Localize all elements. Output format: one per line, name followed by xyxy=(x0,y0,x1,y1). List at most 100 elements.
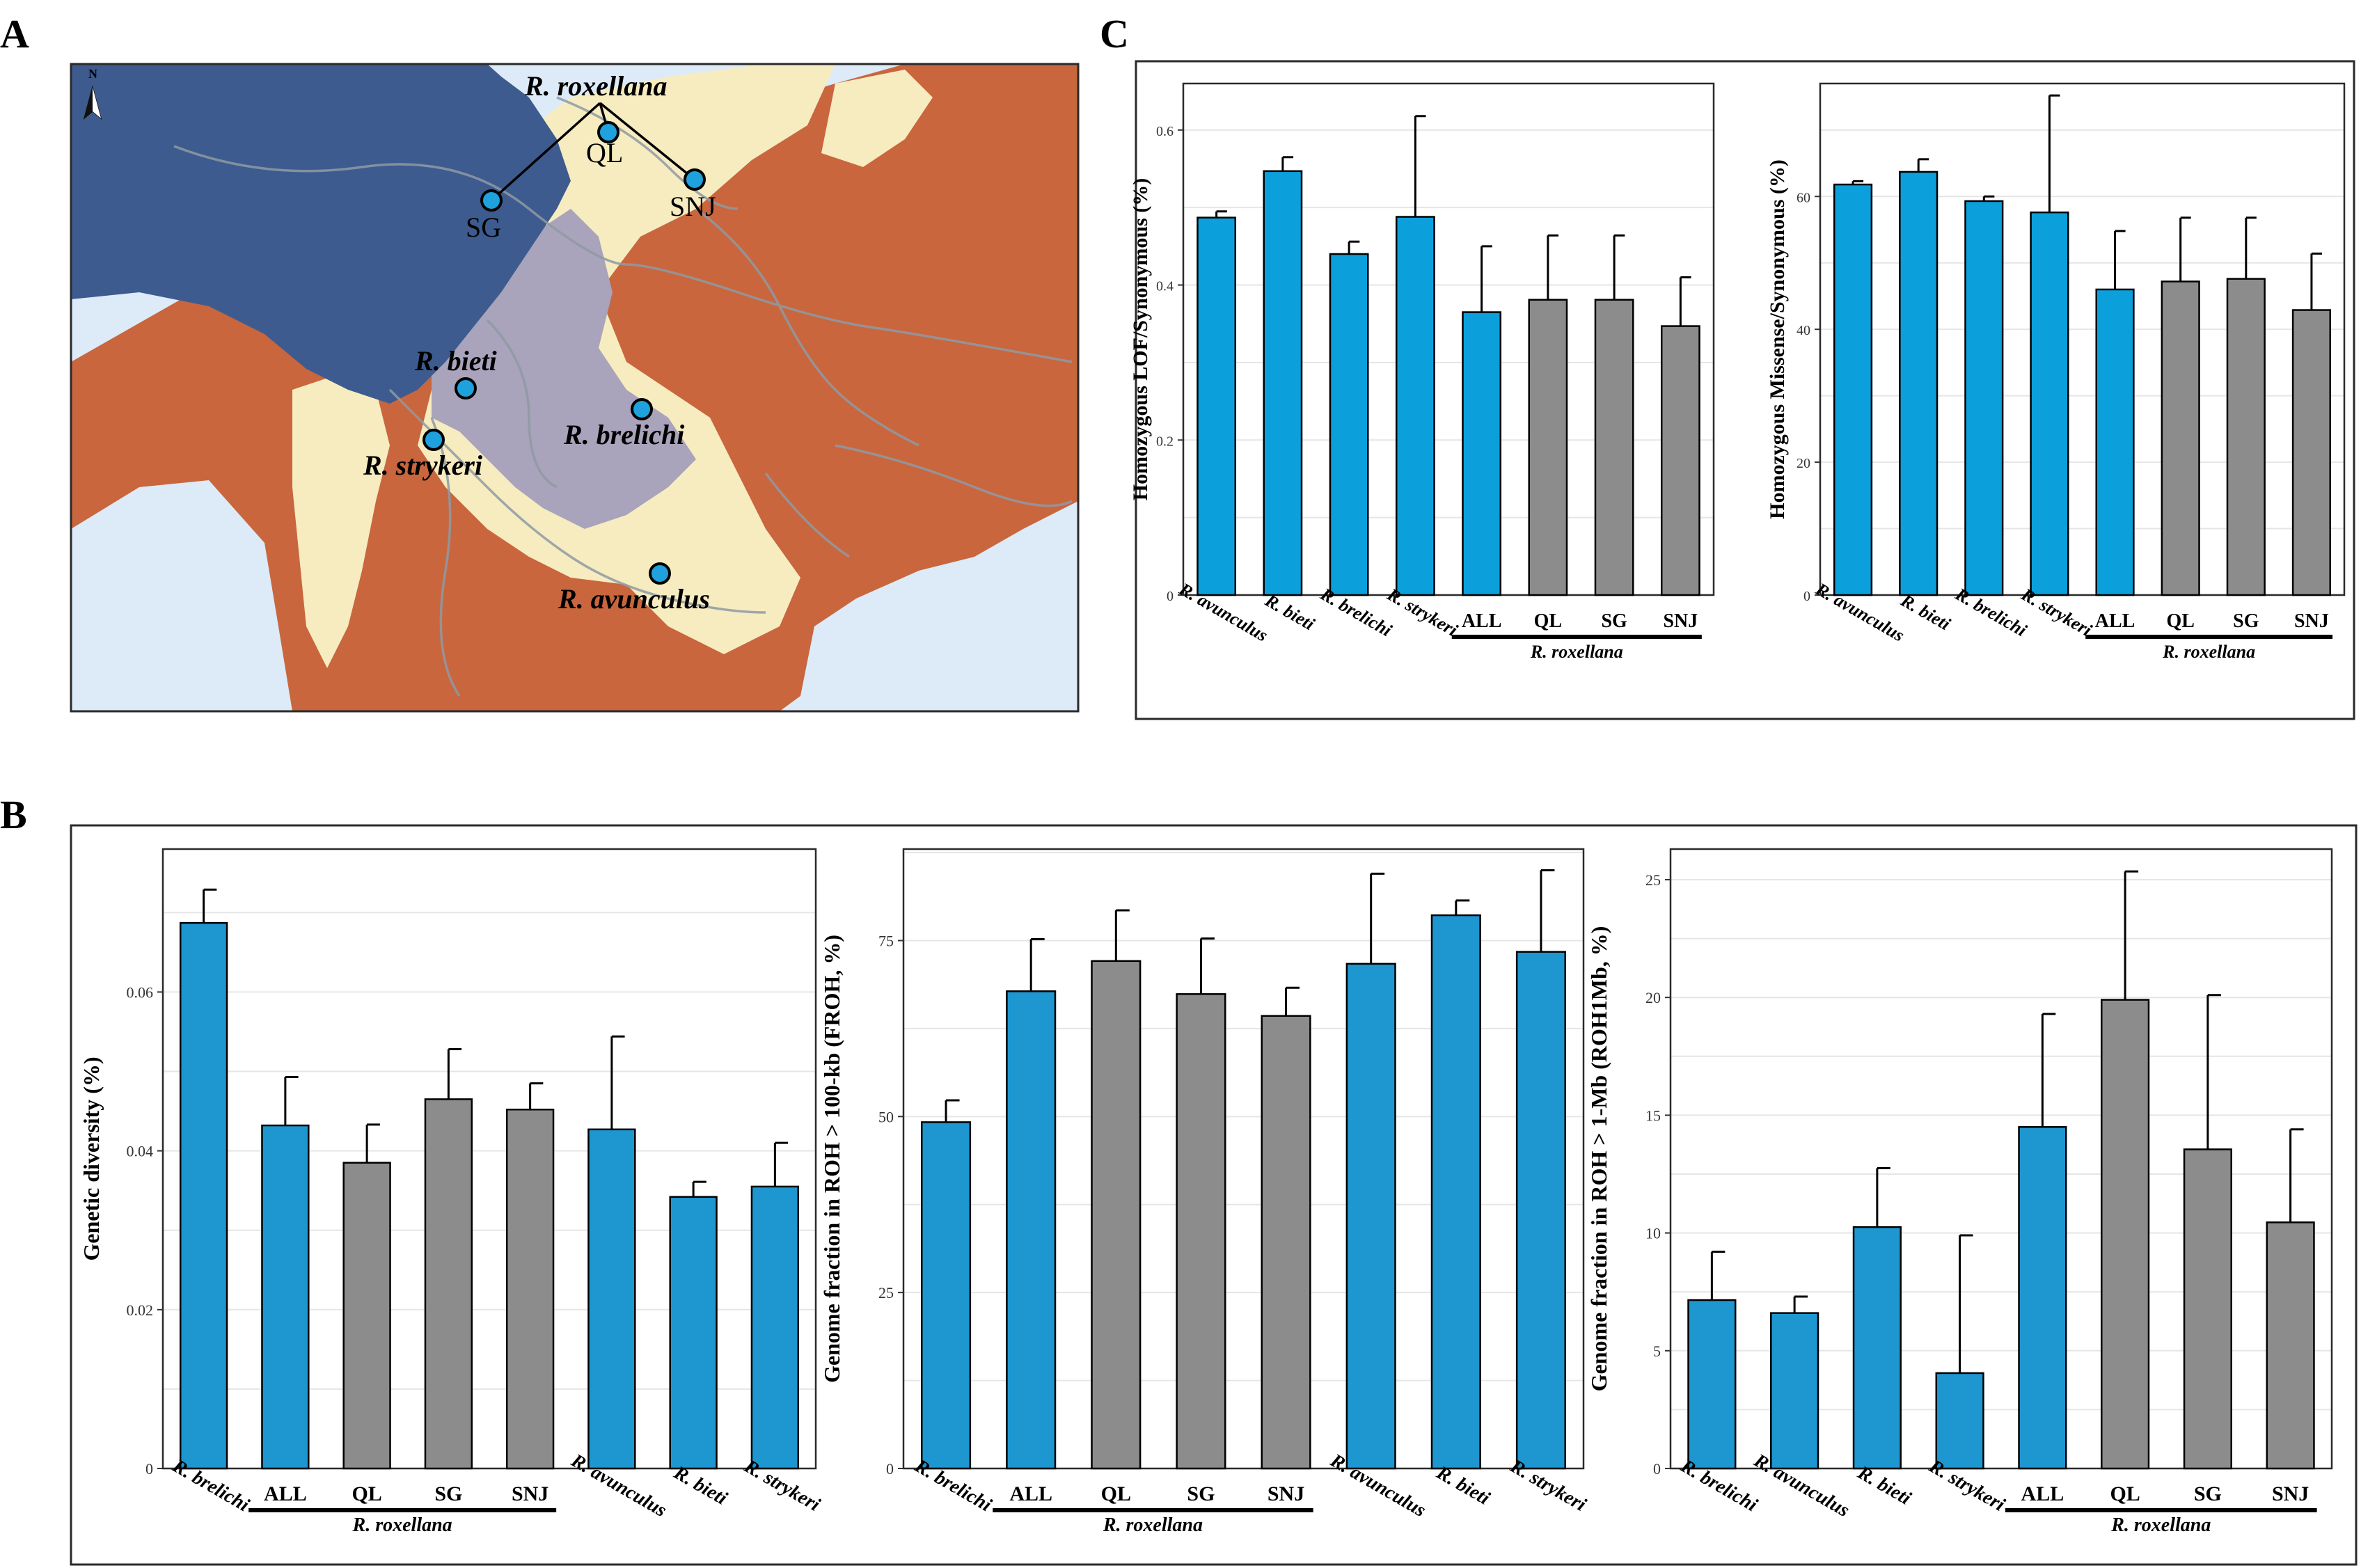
plot-frame xyxy=(1819,82,2346,596)
plot-frame xyxy=(902,848,1585,1470)
gridlines xyxy=(1671,878,2332,1469)
site-marker-sg xyxy=(480,189,503,212)
y-tick-label: 0 xyxy=(1653,1460,1661,1478)
bar xyxy=(2018,1126,2067,1470)
bar xyxy=(1770,1312,1819,1470)
species-label-strykeri: R. strykeri xyxy=(363,450,482,481)
map-frame xyxy=(70,63,1080,713)
bar xyxy=(1395,216,1435,596)
x-tick-label: SNJ xyxy=(2272,1482,2309,1505)
bar xyxy=(1899,171,1938,596)
y-tick-label: 25 xyxy=(878,1284,894,1301)
group-label: R. roxellana xyxy=(2110,1514,2211,1536)
y-tick-label: 20 xyxy=(1797,456,1810,471)
y-tick-label: 25 xyxy=(1645,871,1661,889)
bar xyxy=(1329,253,1369,596)
x-tick-label: QL xyxy=(1101,1482,1131,1505)
y-tick-label: 15 xyxy=(1645,1107,1661,1124)
plot-frame xyxy=(1669,848,2333,1470)
bar xyxy=(261,1124,310,1470)
map-rivers xyxy=(173,96,1073,697)
y-axis-label: Homozygous Missense/Synonymous (%) xyxy=(1766,159,1789,519)
group-label: R. roxellana xyxy=(2162,642,2255,662)
x-tick-label: SG xyxy=(2233,610,2259,632)
site-label-sg: SG xyxy=(466,212,501,243)
bar xyxy=(2226,278,2266,596)
group-label: R. roxellana xyxy=(1530,642,1623,662)
bar xyxy=(2095,288,2135,596)
x-tick-label: SG xyxy=(434,1482,462,1505)
y-axis-label: Genome fraction in ROH > 100-kb (FROH, %… xyxy=(819,935,844,1383)
bar xyxy=(1687,1299,1737,1470)
panel-label-b: B xyxy=(0,792,27,837)
species-label-avunculus: R. avunculus xyxy=(558,583,710,615)
x-tick-label: QL xyxy=(352,1482,381,1505)
bar xyxy=(750,1185,800,1470)
y-tick-label: 0 xyxy=(1167,589,1174,604)
bar xyxy=(2291,309,2332,596)
gridlines xyxy=(903,852,1584,1469)
bar xyxy=(2161,280,2200,596)
plot-frame xyxy=(161,848,817,1470)
x-tick-label: SNJ xyxy=(2294,610,2329,632)
y-tick-label: 0.06 xyxy=(127,983,154,1001)
map-panel: N QL SG SNJ R. roxellana R. bieti R. str… xyxy=(70,63,1080,713)
y-tick-label: 0 xyxy=(1803,589,1810,604)
site-marker-brelichi xyxy=(631,398,653,420)
bar xyxy=(1263,170,1303,596)
bar xyxy=(2101,999,2150,1470)
map-hills-east xyxy=(821,70,933,167)
panel-label-a: A xyxy=(0,11,29,56)
species-label-brelichi: R. brelichi xyxy=(563,419,684,450)
site-marker-strykeri xyxy=(423,429,445,451)
bar xyxy=(424,1098,473,1470)
bar xyxy=(505,1109,555,1470)
x-tick-label: SG xyxy=(2194,1482,2222,1505)
panel-label-c: C xyxy=(1100,11,1129,56)
y-tick-label: 60 xyxy=(1797,190,1810,205)
site-label-ql: QL xyxy=(586,137,623,168)
x-tick-label: ALL xyxy=(2095,610,2135,632)
site-marker-bieti xyxy=(455,377,477,399)
bar xyxy=(1515,951,1566,1470)
gridlines xyxy=(1820,129,2344,596)
x-tick-label: SNJ xyxy=(1268,1482,1304,1505)
bar xyxy=(587,1128,636,1470)
site-markers xyxy=(423,121,706,585)
group-label: R. roxellana xyxy=(1103,1514,1203,1536)
x-tick-label: ALL xyxy=(1462,610,1502,632)
bar xyxy=(1091,960,1142,1470)
bar xyxy=(1176,993,1226,1470)
chart-froh-100kb: 0 25 50 75 Genome fraction in ROH > 100-kb (… xyxy=(819,848,1590,1536)
plot-frame xyxy=(1182,82,1715,596)
x-tick-label: SG xyxy=(1187,1482,1215,1505)
svg-text:N: N xyxy=(88,67,97,81)
bar xyxy=(1594,299,1634,596)
x-tick-label: ALL xyxy=(1009,1482,1052,1505)
site-marker-snj xyxy=(684,168,706,191)
bar xyxy=(921,1121,972,1470)
bar xyxy=(1197,216,1237,596)
bar xyxy=(1852,1226,1902,1470)
y-axis-label: Homozygous LOF/Synonymous (%) xyxy=(1129,178,1152,500)
bar xyxy=(1006,990,1057,1470)
bar xyxy=(2266,1221,2315,1470)
north-arrow-icon: N xyxy=(83,67,102,120)
y-tick-label: 10 xyxy=(1645,1225,1661,1242)
panel-c-frame xyxy=(1135,60,2355,720)
y-tick-label: 0.4 xyxy=(1156,279,1174,294)
y-tick-label: 50 xyxy=(878,1108,894,1125)
site-marker-avunculus xyxy=(649,562,671,585)
y-tick-label: 0.04 xyxy=(127,1143,154,1160)
gridlines xyxy=(1183,129,1714,596)
bar xyxy=(1345,963,1396,1470)
y-tick-label: 0.6 xyxy=(1156,124,1174,139)
x-tick-label: QL xyxy=(1534,610,1562,632)
y-axis-label: Genome fraction in ROH > 1-Mb (ROH1Mb, %… xyxy=(1586,926,1611,1392)
y-tick-label: 0 xyxy=(886,1460,894,1478)
y-tick-label: 75 xyxy=(878,932,894,949)
y-tick-label: 20 xyxy=(1645,989,1661,1006)
bar xyxy=(2183,1148,2232,1470)
bar xyxy=(1935,1372,1984,1470)
